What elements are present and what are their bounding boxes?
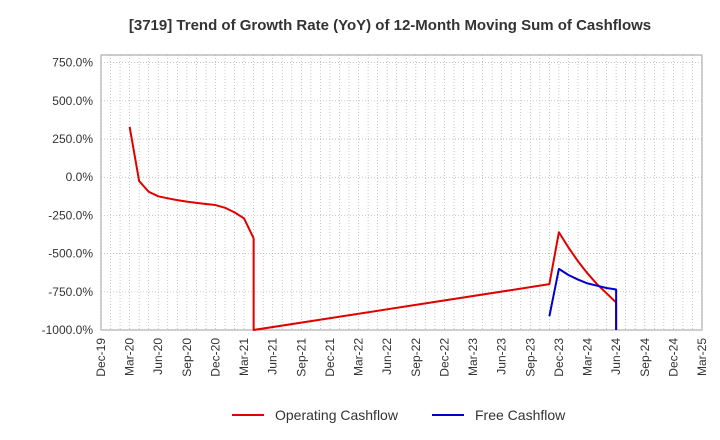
- legend: Operating Cashflow Free Cashflow: [232, 407, 566, 423]
- chart-title: [3719] Trend of Growth Rate (YoY) of 12-…: [129, 17, 651, 34]
- x-tick-label: Mar-21: [237, 338, 251, 376]
- gridlines: [100, 55, 703, 331]
- x-tick-label: Sep-21: [294, 338, 308, 377]
- y-tick-label: -250.0%: [48, 208, 93, 222]
- y-tick-label: 750.0%: [52, 56, 93, 70]
- y-tick-label: -750.0%: [48, 285, 93, 299]
- x-tick-label: Dec-19: [94, 338, 108, 377]
- x-tick-label: Jun-21: [266, 338, 280, 375]
- y-tick-label: 250.0%: [52, 132, 93, 146]
- x-tick-label: Sep-24: [638, 338, 652, 377]
- x-tick-label: Dec-24: [666, 338, 680, 377]
- x-tick-label: Jun-20: [151, 338, 165, 375]
- y-tick-label: 0.0%: [66, 170, 94, 184]
- x-tick-label: Dec-20: [208, 338, 222, 377]
- legend-label-free-cashflow: Free Cashflow: [475, 407, 566, 423]
- x-tick-label: Mar-22: [352, 338, 366, 376]
- x-tick-label: Jun-22: [380, 338, 394, 375]
- x-tick-label: Sep-20: [180, 338, 194, 377]
- x-tick-label: Dec-22: [437, 338, 451, 377]
- x-tick-label: Sep-22: [409, 338, 423, 377]
- series-layer: [128, 126, 618, 331]
- legend-label-operating-cashflow: Operating Cashflow: [275, 407, 399, 423]
- x-tick-label: Mar-25: [695, 338, 709, 376]
- x-tick-label: Mar-23: [466, 338, 480, 376]
- x-tick-label: Dec-21: [323, 338, 337, 377]
- y-axis: 750.0% 500.0% 250.0% 0.0% -250.0% -500.0% -750…: [42, 56, 94, 337]
- y-tick-label: 500.0%: [52, 94, 93, 108]
- x-tick-label: Jun-23: [495, 338, 509, 375]
- y-tick-label: -1000.0%: [42, 323, 94, 337]
- x-axis: Dec-19 Mar-20 Jun-20 Sep-20 Dec-20 Mar-21 Jun-…: [94, 338, 709, 377]
- x-tick-label: Jun-24: [609, 338, 623, 375]
- x-tick-label: Mar-24: [581, 338, 595, 376]
- series-line-operating-cashflow: [128, 126, 618, 331]
- x-tick-label: Dec-23: [552, 338, 566, 377]
- x-tick-label: Sep-23: [523, 338, 537, 377]
- series-line-free-cashflow: [548, 267, 618, 330]
- y-tick-label: -500.0%: [48, 247, 93, 261]
- x-tick-label: Mar-20: [123, 338, 137, 376]
